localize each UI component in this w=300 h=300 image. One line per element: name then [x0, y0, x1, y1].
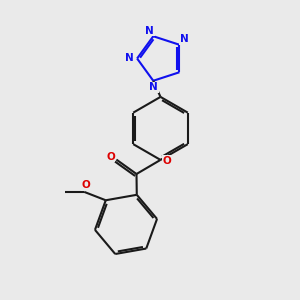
Text: N: N — [180, 34, 188, 44]
Text: O: O — [81, 180, 90, 190]
Text: N: N — [125, 53, 134, 63]
Text: O: O — [106, 152, 115, 162]
Text: N: N — [145, 26, 154, 36]
Text: N: N — [149, 82, 158, 92]
Text: O: O — [162, 155, 171, 166]
